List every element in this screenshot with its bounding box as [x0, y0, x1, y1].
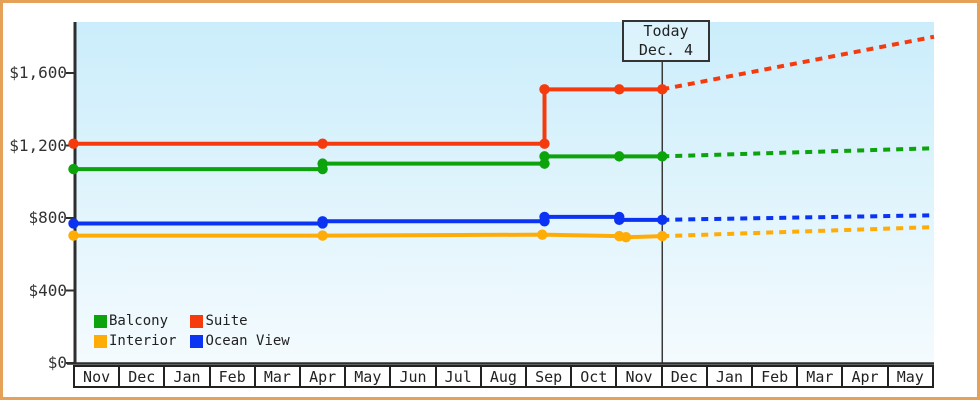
- month-cell: Feb: [210, 367, 256, 386]
- month-cell: Oct: [572, 367, 618, 386]
- data-point-suite: [614, 84, 625, 95]
- legend-swatch-ocean-view: [190, 334, 204, 348]
- legend-swatch-interior: [94, 334, 107, 348]
- series-line-interior: [73, 232, 663, 240]
- month-cell: Apr: [301, 367, 347, 386]
- data-point-interior: [657, 230, 668, 242]
- legend-label: Balcony: [109, 313, 169, 329]
- month-cell: Feb: [753, 367, 799, 386]
- month-cell: Jan: [707, 367, 754, 386]
- month-cell: Dec: [662, 367, 708, 386]
- data-point-ocean-view: [657, 214, 668, 226]
- data-point-balcony: [68, 163, 79, 175]
- legend-swatch-balcony: [94, 314, 107, 328]
- data-point-balcony: [317, 158, 328, 169]
- y-axis-label: $1,600: [9, 63, 67, 82]
- data-point-ocean-view: [614, 214, 625, 226]
- data-point-suite: [657, 84, 668, 95]
- data-point-suite: [539, 84, 550, 95]
- data-point-interior: [620, 232, 632, 243]
- month-cell: Mar: [255, 367, 302, 386]
- price-history-plot: [66, 22, 935, 365]
- data-point-interior: [537, 229, 548, 240]
- month-cell: May: [888, 367, 932, 386]
- data-point-suite: [539, 138, 550, 149]
- y-axis-label: $800: [28, 208, 67, 227]
- legend-item-ocean-view: Ocean View: [190, 333, 290, 349]
- legend-swatch-suite: [190, 314, 204, 328]
- legend-label: Suite: [205, 313, 248, 329]
- data-point-ocean-view: [68, 218, 79, 229]
- month-cell: Nov: [75, 367, 121, 386]
- series-projection-interior: [662, 225, 935, 239]
- month-cell: Aug: [481, 367, 528, 386]
- legend-item-balcony: Balcony: [94, 313, 176, 329]
- legend-label: Interior: [109, 333, 177, 349]
- plot-background: [76, 22, 934, 363]
- month-cell: May: [346, 367, 392, 386]
- data-point-ocean-view: [317, 216, 328, 227]
- legend: Balcony Suite Interior Ocean View: [94, 313, 290, 349]
- y-axis-label: $0: [47, 353, 67, 372]
- data-point-balcony: [539, 158, 550, 169]
- month-cell: Jan: [165, 367, 211, 386]
- series-projection-ocean-view: [662, 213, 935, 222]
- month-cell: Sep: [527, 367, 573, 386]
- today-label-line1: Today: [643, 22, 689, 40]
- y-axis-label: $400: [28, 280, 67, 300]
- data-point-ocean-view: [539, 211, 550, 223]
- today-marker-box: Today Dec. 4: [622, 20, 710, 62]
- month-cell: Jun: [391, 367, 437, 386]
- data-point-balcony: [614, 151, 625, 162]
- data-point-balcony: [657, 151, 668, 162]
- x-axis-month-strip: Nov Dec Jan Feb Mar Apr May Jun Jul Aug Sep Oct Nov D…: [73, 365, 934, 388]
- y-axis-label: $1,200: [9, 135, 67, 155]
- series-projection-balcony: [662, 146, 935, 159]
- data-point-suite: [68, 138, 79, 149]
- legend-label: Ocean View: [205, 333, 290, 349]
- series-line-suite: [73, 87, 663, 146]
- data-point-balcony: [539, 151, 550, 162]
- data-point-suite: [317, 138, 328, 149]
- legend-item-interior: Interior: [94, 333, 176, 349]
- month-cell: Dec: [120, 367, 166, 386]
- data-point-interior: [317, 230, 328, 241]
- month-cell: Jul: [436, 367, 482, 386]
- month-cell: Nov: [617, 367, 663, 386]
- data-point-interior: [68, 230, 79, 241]
- month-cell: Apr: [843, 367, 889, 386]
- legend-item-suite: Suite: [190, 313, 289, 329]
- month-cell: Mar: [798, 367, 844, 386]
- today-label-line2: Dec. 4: [638, 41, 694, 59]
